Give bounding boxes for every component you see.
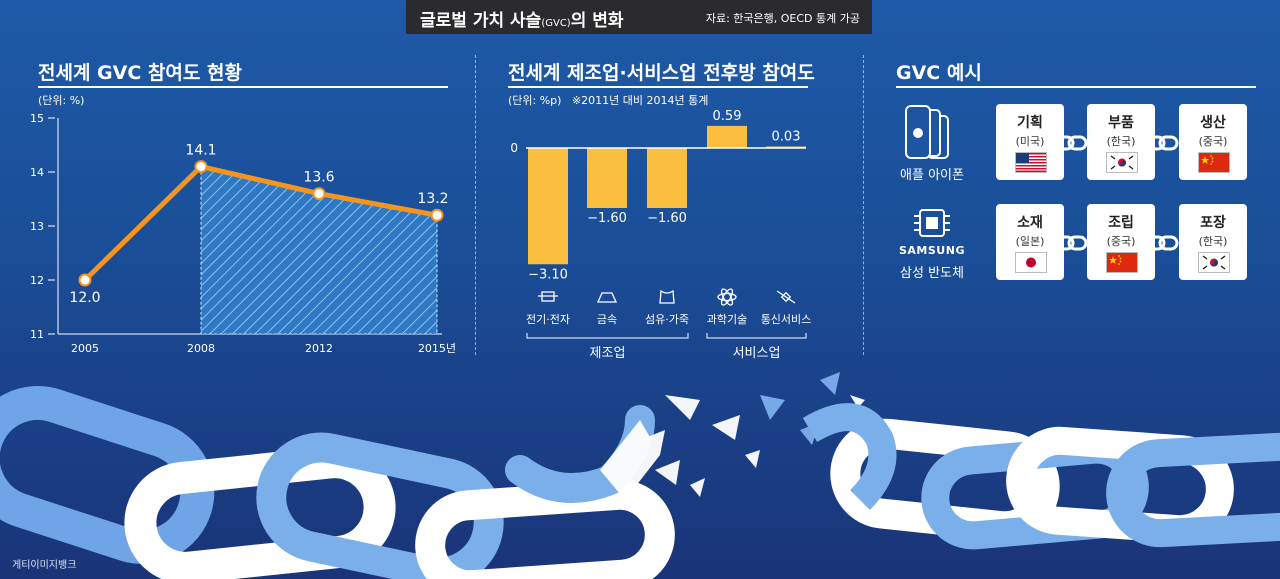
y-tick-label: 13 bbox=[30, 220, 44, 233]
semiconductor-chip-icon bbox=[914, 209, 950, 237]
step-country: (일본) bbox=[1015, 235, 1045, 248]
page-title: 글로벌 가치 사슬(GVC)의 변화 bbox=[420, 11, 624, 31]
x-tick-label: 2012 bbox=[305, 342, 333, 355]
x-tick-label: 2015년 bbox=[418, 342, 456, 355]
data-label: −3.10 bbox=[528, 267, 568, 282]
group-label: 제조업 bbox=[590, 346, 626, 361]
bar-chart-unit: (단위: %p) ※2011년 대비 2014년 통계 bbox=[508, 94, 709, 107]
gvc-card: 기획 (미국) bbox=[996, 104, 1064, 180]
satellite-icon bbox=[776, 290, 796, 304]
chain-links-right bbox=[802, 403, 1280, 550]
line-chart: 15 14 13 12 11 2005 2008 2012 2015년 12.0 14.1 13.6 1… bbox=[30, 112, 456, 355]
step-country: (중국) bbox=[1198, 135, 1228, 148]
data-label: −1.60 bbox=[587, 211, 627, 226]
title-underline bbox=[896, 86, 1256, 88]
y-tick-label: 11 bbox=[30, 328, 44, 341]
data-point bbox=[78, 273, 92, 287]
category-label: 과학기술 bbox=[707, 313, 747, 326]
bar bbox=[587, 148, 627, 208]
data-label: 12.0 bbox=[69, 290, 100, 306]
jp-flag-icon bbox=[1015, 252, 1047, 273]
iphone-icon bbox=[905, 105, 949, 159]
bar-chart-title: 전세계 제조업·서비스업 전후방 참여도 bbox=[508, 62, 815, 84]
step-name: 부품 bbox=[1108, 115, 1134, 131]
gvc-example-title: GVC 예시 bbox=[896, 62, 982, 84]
kr-flag-icon bbox=[1198, 252, 1230, 273]
category-label: 금속 bbox=[597, 313, 617, 326]
step-name: 기획 bbox=[1017, 115, 1043, 131]
step-name: 조립 bbox=[1108, 215, 1134, 231]
cn-flag-icon bbox=[1198, 152, 1230, 173]
bar-chart: 0 −3.10 −1.60 −1.60 0.59 0.03 전기·전자 금속 섬유·가죽 과학기술… bbox=[510, 109, 812, 361]
chain-link-icon bbox=[1054, 235, 1088, 251]
series-line bbox=[83, 164, 438, 282]
data-point bbox=[312, 187, 326, 201]
group-bracket bbox=[526, 333, 689, 339]
y-tick-label: 12 bbox=[30, 274, 44, 287]
metal-ingot-icon bbox=[596, 292, 618, 303]
cn-flag-icon bbox=[1106, 252, 1138, 273]
step-country: (한국) bbox=[1198, 235, 1228, 248]
step-name: 소재 bbox=[1017, 215, 1043, 231]
gvc-card: 생산 (중국) bbox=[1179, 104, 1247, 180]
samsung-logo: SAMSUNG bbox=[899, 244, 965, 257]
data-label: 0.03 bbox=[772, 130, 801, 145]
group-bracket bbox=[706, 333, 807, 339]
category-label: 통신서비스 bbox=[761, 313, 812, 326]
line-chart-unit: (단위: %) bbox=[38, 94, 85, 107]
y-tick-label: 14 bbox=[30, 166, 44, 179]
line-chart-title: 전세계 GVC 참여도 현황 bbox=[38, 62, 242, 84]
atom-icon bbox=[717, 288, 737, 306]
gvc-card: 포장 (한국) bbox=[1179, 204, 1247, 280]
apple-label: 애플 아이폰 bbox=[900, 168, 964, 183]
step-name: 생산 bbox=[1200, 115, 1226, 131]
chain-link-icon bbox=[1145, 235, 1179, 251]
data-label: 0.59 bbox=[713, 109, 742, 124]
section-divider bbox=[475, 55, 476, 355]
bar bbox=[647, 148, 687, 208]
data-label: 14.1 bbox=[185, 143, 216, 159]
chain-shards bbox=[600, 372, 865, 500]
gvc-card: 부품 (한국) bbox=[1087, 104, 1155, 180]
y-tick-label: 15 bbox=[30, 112, 44, 125]
cloth-icon bbox=[659, 289, 675, 304]
title-underline bbox=[508, 86, 808, 88]
group-label: 서비스업 bbox=[733, 346, 781, 361]
data-point bbox=[430, 208, 444, 222]
data-label: 13.2 bbox=[417, 191, 448, 207]
title-underline bbox=[38, 86, 448, 88]
category-label: 전기·전자 bbox=[526, 313, 570, 326]
gvc-card: 소재 (일본) bbox=[996, 204, 1064, 280]
data-label: 13.6 bbox=[303, 170, 334, 186]
us-flag-icon bbox=[1015, 152, 1047, 173]
circuit-icon bbox=[538, 291, 558, 302]
bar bbox=[707, 125, 747, 148]
chain-link-icon bbox=[1054, 135, 1088, 151]
data-point bbox=[194, 160, 208, 174]
section-divider bbox=[863, 55, 864, 355]
x-tick-label: 2005 bbox=[71, 342, 99, 355]
zero-label: 0 bbox=[510, 141, 518, 155]
step-name: 포장 bbox=[1200, 215, 1226, 231]
category-label: 섬유·가죽 bbox=[645, 313, 689, 326]
step-country: (한국) bbox=[1106, 135, 1136, 148]
chain-link-icon bbox=[1145, 135, 1179, 151]
gvc-card: 조립 (중국) bbox=[1087, 204, 1155, 280]
step-country: (미국) bbox=[1015, 135, 1045, 148]
kr-flag-icon bbox=[1106, 152, 1138, 173]
chain-links-left bbox=[0, 386, 675, 579]
header-bar: 글로벌 가치 사슬(GVC)의 변화 자료: 한국은행, OECD 통계 가공 bbox=[406, 0, 872, 34]
step-country: (중국) bbox=[1106, 235, 1136, 248]
image-credit: 게티이미지뱅크 bbox=[12, 560, 77, 571]
source-note: 자료: 한국은행, OECD 통계 가공 bbox=[705, 12, 860, 25]
bar bbox=[528, 148, 568, 265]
samsung-label: 삼성 반도체 bbox=[900, 266, 964, 281]
data-label: −1.60 bbox=[647, 211, 687, 226]
x-tick-label: 2008 bbox=[187, 342, 215, 355]
